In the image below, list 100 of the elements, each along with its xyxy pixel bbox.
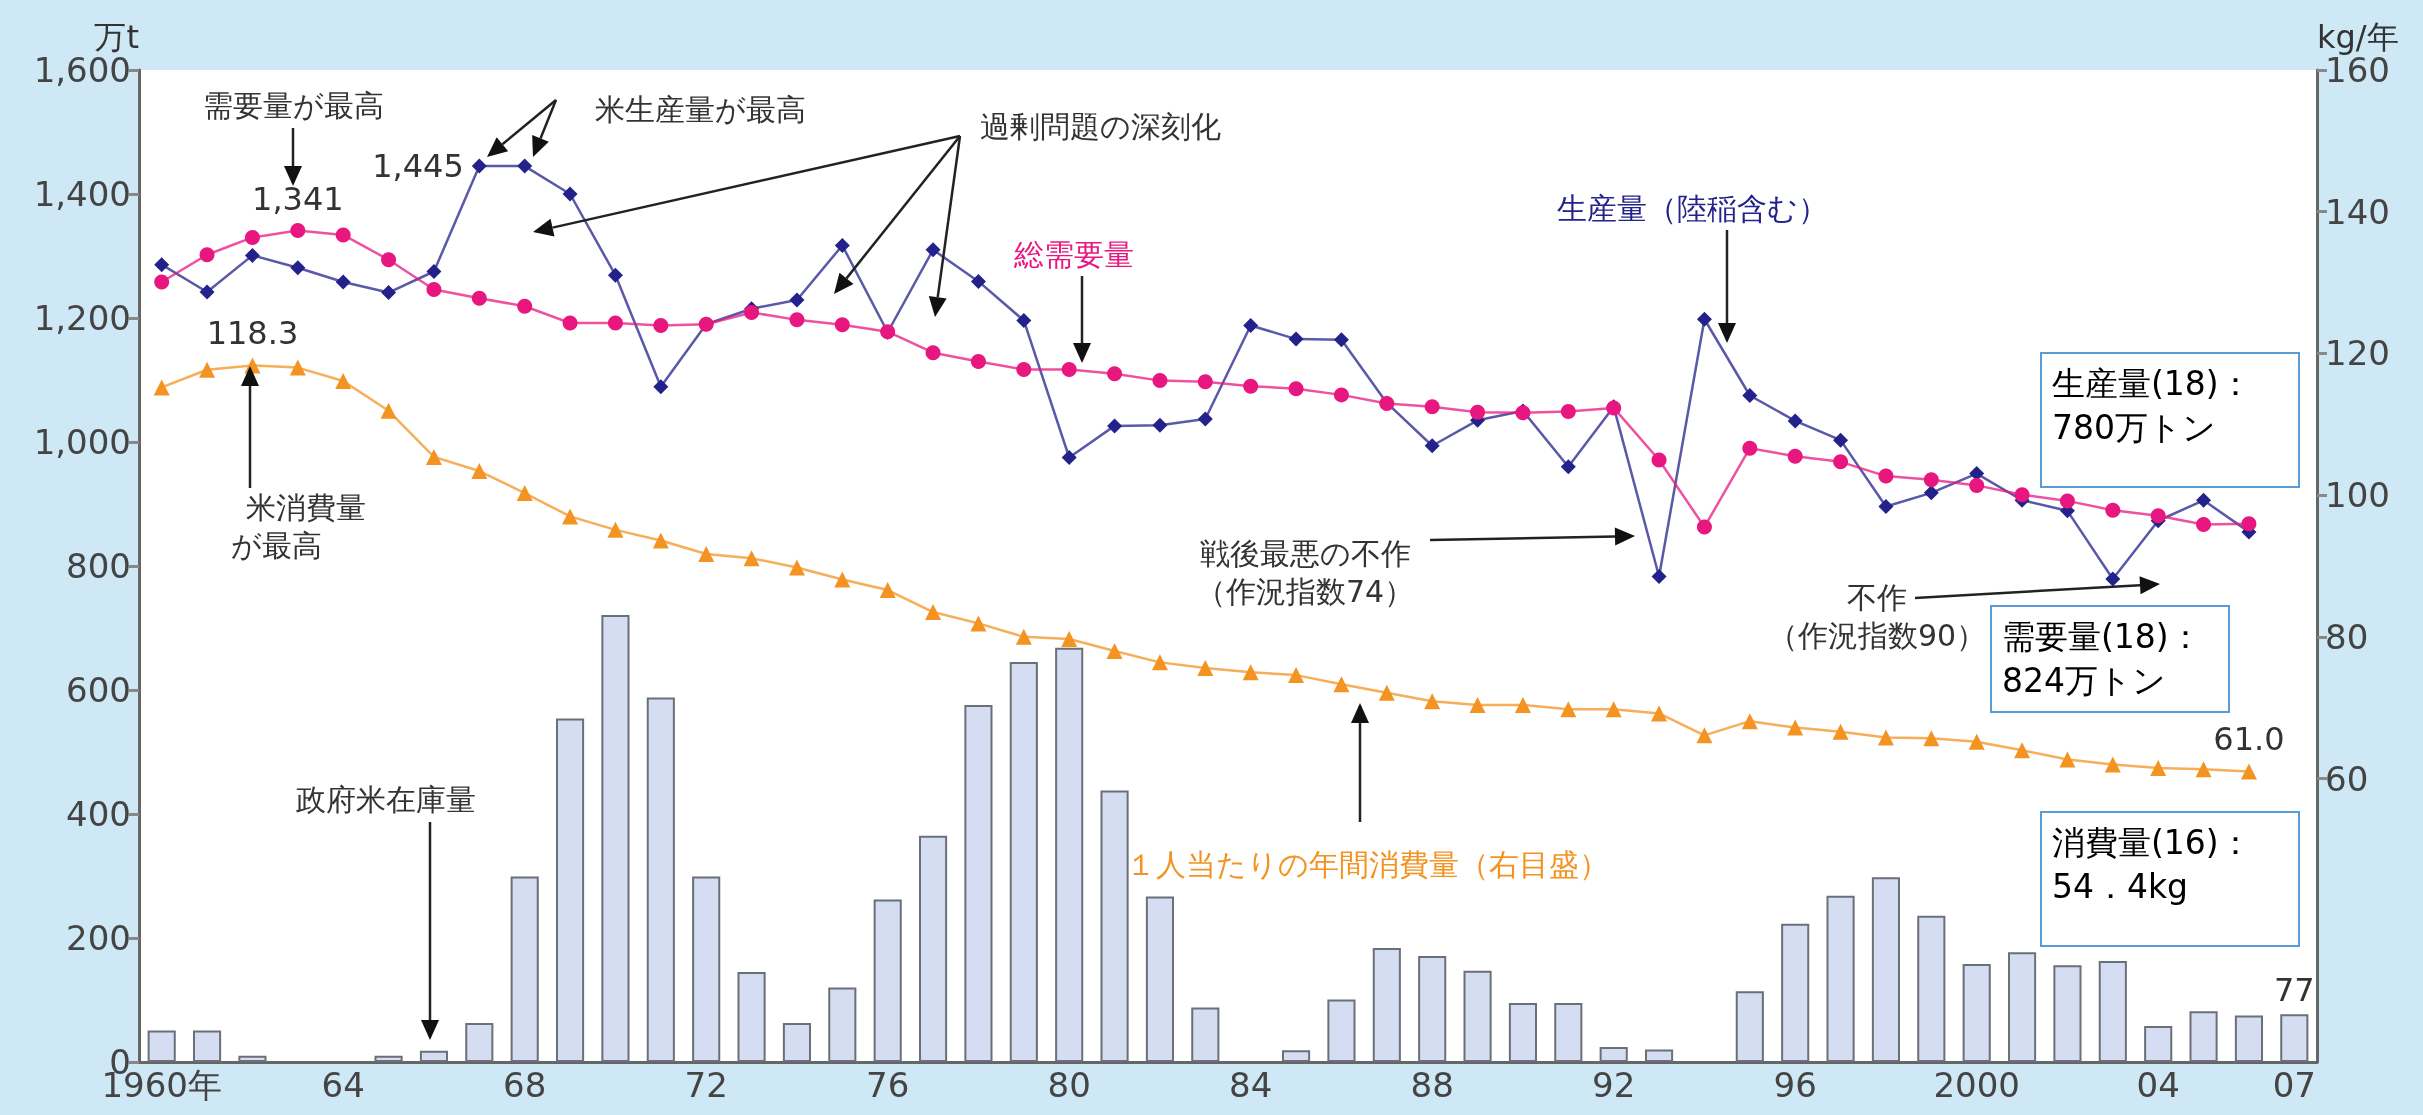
annotation: （作況指数90） [1767, 618, 1987, 654]
point [1832, 723, 1849, 740]
point [653, 317, 669, 333]
x-tick-label: 72 [684, 1065, 728, 1105]
bar [1009, 662, 1038, 1062]
text: 生産量（陸稲含む） [1556, 191, 1828, 227]
point [834, 317, 850, 333]
point [154, 274, 170, 290]
point [698, 545, 715, 562]
point [1878, 468, 1894, 484]
bar [1100, 790, 1129, 1062]
data-label: 61.0 [2213, 720, 2285, 759]
point [1923, 730, 1940, 747]
point [1787, 719, 1804, 736]
point [425, 448, 442, 465]
bar [1418, 955, 1447, 1062]
point [1061, 630, 1078, 647]
point [789, 292, 805, 308]
point [1152, 373, 1168, 389]
point [1333, 676, 1350, 693]
x-tick-label: 2000 [1933, 1065, 2020, 1105]
x-tick-label: 88 [1410, 1065, 1454, 1105]
annotation: 需要量(18)： 824万トン [1990, 605, 2230, 713]
point [970, 615, 987, 632]
point [1288, 381, 1304, 397]
point [1968, 733, 1985, 750]
point [335, 227, 351, 243]
bar [1871, 877, 1900, 1062]
point [1696, 727, 1713, 744]
bar [601, 614, 630, 1062]
point [1696, 311, 1712, 327]
annotation: 消費量(16)： 54．4kg [2040, 811, 2300, 947]
point [2196, 516, 2212, 532]
point [1197, 374, 1213, 390]
y2-tick-label: 140 [2325, 191, 2390, 232]
point [1560, 459, 1576, 475]
data-label: 118.3 [206, 314, 299, 353]
point [1741, 713, 1758, 730]
point [562, 186, 578, 202]
point [471, 290, 487, 306]
text: 政府米在庫量 [296, 782, 476, 818]
annotation: 生産量(18)： 780万トン [2040, 352, 2300, 488]
point [1151, 654, 1168, 671]
point [426, 264, 442, 279]
point [1424, 399, 1440, 415]
point [2240, 763, 2257, 780]
bar [1735, 991, 1764, 1062]
point [199, 284, 215, 300]
point [1923, 485, 1939, 501]
point [1833, 432, 1849, 448]
bar [2144, 1026, 2173, 1062]
point [1787, 448, 1803, 464]
point [380, 402, 397, 419]
point [335, 373, 352, 390]
point [562, 315, 578, 331]
point [1605, 701, 1622, 718]
point [1514, 696, 1531, 713]
point [1061, 361, 1077, 377]
annotation: 米消費量 [246, 490, 366, 526]
bar [646, 697, 675, 1062]
bar [782, 1022, 811, 1062]
point [562, 508, 579, 525]
point [1878, 498, 1894, 514]
point [2014, 742, 2031, 759]
y-tick-label: 1,200 [33, 298, 131, 338]
point [2196, 492, 2212, 508]
point [1197, 660, 1214, 677]
data-label: 77 [2273, 971, 2315, 1010]
point [199, 361, 216, 378]
point [1469, 696, 1486, 713]
point [1923, 472, 1939, 488]
bar [238, 1055, 267, 1062]
point [743, 550, 760, 567]
data-label: 1,445 [372, 147, 464, 186]
point [1651, 705, 1668, 722]
point [1016, 312, 1032, 328]
point [834, 237, 850, 253]
point [1061, 450, 1077, 465]
y-tick-label: 600 [66, 670, 131, 710]
point [2104, 756, 2121, 773]
point [1106, 643, 1123, 660]
x-tick-label: 80 [1047, 1065, 1091, 1105]
point [1378, 684, 1395, 701]
point [1288, 667, 1305, 684]
x-tick-label: 84 [1229, 1065, 1273, 1105]
point [834, 571, 851, 588]
bar [1191, 1007, 1220, 1062]
point [2150, 508, 2166, 524]
y-tick-label: 200 [66, 918, 131, 958]
point [1787, 413, 1803, 429]
bar [1554, 1003, 1583, 1062]
y-tick-label: 1,000 [33, 422, 131, 462]
point [2241, 516, 2257, 532]
x-tick-label: 07 [2272, 1065, 2316, 1105]
point [789, 312, 805, 328]
point [2059, 751, 2076, 768]
x-tick-label: 68 [503, 1065, 547, 1105]
bar [374, 1055, 403, 1062]
bar [1599, 1047, 1628, 1062]
bar [2098, 960, 2127, 1062]
